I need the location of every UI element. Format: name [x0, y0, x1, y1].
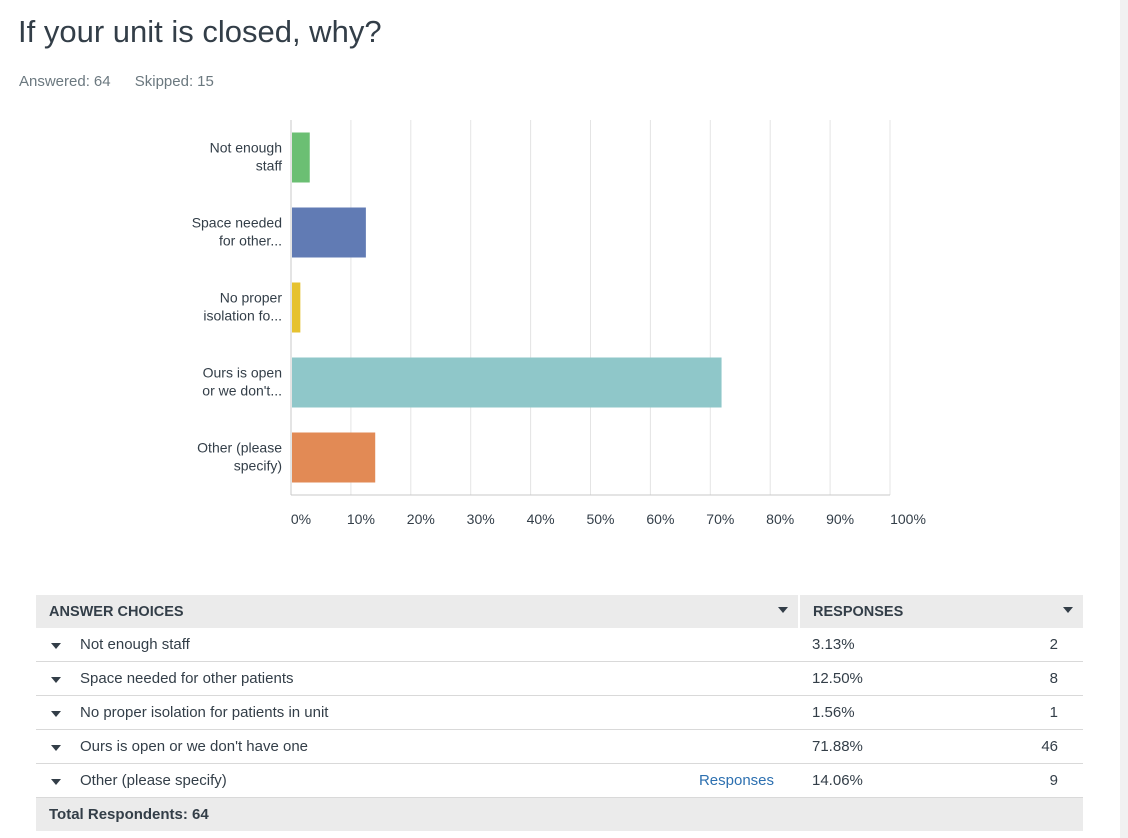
- response-cell: 14.06% 9: [799, 763, 1083, 798]
- answer-choices-header[interactable]: ANSWER CHOICES: [36, 595, 800, 628]
- response-percent: 12.50%: [812, 670, 863, 687]
- expand-caret-icon[interactable]: [51, 643, 61, 649]
- answer-choice-label: Ours is open or we don't have one: [80, 738, 309, 755]
- answered-count: 64: [93, 73, 111, 90]
- bar[interactable]: [292, 357, 722, 408]
- response-cell: 12.50% 8: [799, 661, 1083, 696]
- response-percent: 1.56%: [812, 704, 855, 721]
- answer-choice-cell: Not enough staff: [36, 628, 799, 662]
- response-count: 2: [1049, 636, 1058, 653]
- table-row: Ours is open or we don't have one 71.88% 4…: [36, 729, 1083, 764]
- category-label: No proper isolation fo...: [203, 290, 282, 324]
- responses-header[interactable]: RESPONSES: [799, 595, 1083, 628]
- response-count: 8: [1049, 670, 1058, 687]
- response-count: 1: [1049, 704, 1058, 721]
- x-tick-label: 30%: [467, 511, 495, 527]
- category-label: Ours is open or we don't...: [202, 365, 282, 399]
- table-row: Space needed for other patients 12.50% 8: [36, 661, 1083, 696]
- table-row: Not enough staff 3.13% 2: [36, 628, 1083, 662]
- x-tick-label: 20%: [407, 511, 435, 527]
- x-tick-label: 10%: [347, 511, 375, 527]
- expand-caret-icon[interactable]: [51, 677, 61, 683]
- response-stats: Answered: 64 Skipped: 15: [19, 73, 214, 90]
- total-row: Total Respondents: 64: [36, 797, 1083, 831]
- bar[interactable]: [292, 282, 301, 333]
- x-tick-label: 60%: [646, 511, 674, 527]
- x-tick-label: 40%: [527, 511, 555, 527]
- bar[interactable]: [292, 207, 366, 258]
- category-label: Other (please specify): [197, 440, 282, 474]
- skipped-count: 15: [197, 73, 214, 90]
- scrollbar-edge[interactable]: [1120, 0, 1128, 838]
- answer-choice-cell: Other (please specify) Responses: [36, 763, 799, 798]
- table-row: Other (please specify) Responses 14.06% 9: [36, 763, 1083, 798]
- answer-choice-cell: Ours is open or we don't have one: [36, 729, 799, 764]
- x-tick-label: 80%: [766, 511, 794, 527]
- bar-chart: 0% 10% 20% 30% 40% 50% 60% 70% 80% 90% 100% Not eno…: [192, 120, 926, 527]
- response-percent: 14.06%: [812, 772, 863, 789]
- expand-caret-icon[interactable]: [51, 711, 61, 717]
- bar[interactable]: [292, 432, 376, 483]
- skipped-label: Skipped:: [134, 73, 194, 90]
- response-cell: 71.88% 46: [799, 729, 1083, 764]
- answer-table: ANSWER CHOICES RESPONSES Not enough staf…: [36, 595, 1083, 831]
- x-tick-label: 50%: [586, 511, 614, 527]
- expand-caret-icon[interactable]: [51, 745, 61, 751]
- x-tick-label: 90%: [826, 511, 854, 527]
- answered-label: Answered:: [19, 73, 90, 90]
- expand-caret-icon[interactable]: [51, 779, 61, 785]
- category-label: Space needed for other...: [192, 215, 282, 249]
- question-title: If your unit is closed, why?: [18, 14, 382, 49]
- x-tick-label: 70%: [706, 511, 734, 527]
- answer-choice-label: Not enough staff: [80, 636, 190, 653]
- table-row: No proper isolation for patients in unit…: [36, 695, 1083, 730]
- response-percent: 71.88%: [812, 738, 863, 755]
- sort-choices-icon[interactable]: [778, 607, 788, 613]
- x-tick-label: 0%: [291, 511, 311, 527]
- total-respondents: Total Respondents: 64: [36, 797, 1083, 831]
- response-cell: 1.56% 1: [799, 695, 1083, 730]
- answer-choice-cell: Space needed for other patients: [36, 661, 799, 696]
- response-cell: 3.13% 2: [799, 628, 1083, 662]
- responses-link[interactable]: Responses: [698, 772, 774, 789]
- response-percent: 3.13%: [812, 636, 855, 653]
- answer-choice-label: Space needed for other patients: [80, 670, 294, 687]
- answer-choice-cell: No proper isolation for patients in unit: [36, 695, 799, 730]
- bar[interactable]: [292, 132, 310, 183]
- answer-choice-label: No proper isolation for patients in unit: [80, 704, 329, 721]
- answer-choice-label: Other (please specify): [80, 772, 227, 789]
- category-label: Not enough staff: [210, 140, 283, 174]
- sort-responses-icon[interactable]: [1063, 607, 1073, 613]
- x-tick-label: 100%: [890, 511, 926, 527]
- response-count: 9: [1049, 772, 1058, 789]
- response-count: 46: [1041, 738, 1058, 755]
